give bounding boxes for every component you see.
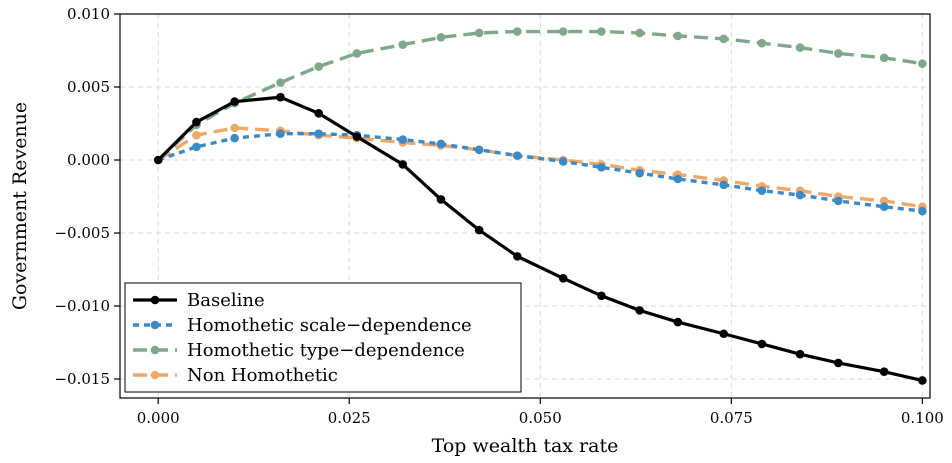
- data-point: [230, 97, 239, 106]
- series-line-homothetic-type-dependence: [157, 29, 923, 162]
- data-point: [558, 27, 568, 36]
- data-point: [192, 130, 201, 140]
- data-point: [719, 329, 728, 339]
- data-point: [153, 155, 163, 165]
- data-point: [192, 117, 201, 127]
- data-point: [879, 367, 889, 377]
- data-point: [474, 28, 484, 38]
- data-point: [673, 174, 683, 184]
- data-point: [834, 358, 843, 368]
- data-point: [795, 190, 805, 200]
- data-point: [673, 317, 683, 327]
- legend-marker-homothetic-type-dependence: [150, 345, 160, 355]
- data-point: [513, 252, 522, 261]
- legend-marker-baseline: [150, 295, 160, 305]
- series-line-baseline: [157, 95, 923, 383]
- legend-entry-non-homothetic: Non Homothetic: [133, 365, 338, 386]
- legend-label-non-homothetic: Non Homothetic: [187, 365, 338, 386]
- y-tick-label: 0.005: [67, 78, 110, 96]
- plot-frame: [119, 13, 931, 399]
- series-baseline: [153, 92, 927, 385]
- data-point: [398, 40, 408, 49]
- legend-marker-homothetic-scale-dependence: [150, 320, 160, 330]
- legend-label-homothetic-type-dependence: Homothetic type−dependence: [187, 340, 465, 361]
- axis-ticks: 0.000 0.025 0.050 0.075 0.100 −0.015 −0.010 −0.…: [54, 5, 943, 427]
- x-tick-label: 0.100: [901, 409, 944, 427]
- data-point: [673, 31, 683, 41]
- x-tick-label: 0.000: [137, 409, 180, 427]
- legend-entry-homothetic-type-dependence: Homothetic type−dependence: [133, 340, 465, 361]
- y-tick-label: −0.015: [54, 370, 110, 388]
- legend-marker-non-homothetic: [150, 370, 160, 380]
- data-point: [314, 129, 323, 139]
- data-point: [757, 339, 767, 349]
- y-axis-title: Government Revenue: [9, 102, 31, 310]
- data-point: [719, 34, 728, 44]
- legend-entry-homothetic-scale-dependence: Homothetic scale−dependence: [133, 315, 472, 336]
- data-point: [719, 180, 728, 190]
- data-point: [474, 225, 484, 235]
- legend-box: [124, 282, 522, 393]
- data-point: [230, 133, 239, 143]
- data-point: [757, 186, 767, 195]
- data-point: [635, 28, 644, 38]
- data-point: [276, 92, 285, 102]
- data-point: [474, 145, 484, 155]
- data-point: [635, 168, 644, 178]
- y-tick-label: 0.000: [67, 151, 110, 169]
- data-point: [795, 349, 805, 359]
- legend-label-homothetic-scale-dependence: Homothetic scale−dependence: [187, 315, 472, 336]
- data-point: [834, 196, 843, 206]
- data-point: [879, 53, 889, 63]
- data-point: [398, 135, 408, 144]
- data-point: [597, 291, 606, 301]
- data-point: [597, 163, 606, 172]
- data-point: [918, 376, 927, 385]
- y-tick-label: −0.005: [54, 224, 110, 242]
- data-point: [352, 132, 362, 141]
- data-point: [192, 142, 201, 152]
- data-point: [436, 33, 446, 42]
- data-point: [352, 49, 362, 58]
- y-tick-label: −0.010: [54, 297, 110, 315]
- data-point: [795, 43, 805, 52]
- data-point: [230, 123, 239, 133]
- data-point: [558, 273, 568, 283]
- legend-entry-baseline: Baseline: [133, 290, 265, 311]
- legend-label-baseline: Baseline: [187, 290, 265, 311]
- data-point: [314, 62, 323, 71]
- legend: Baseline Homothetic scale−dependence Hom…: [124, 282, 522, 393]
- data-point: [436, 195, 446, 204]
- data-point: [436, 139, 446, 149]
- series-lines: [153, 27, 927, 385]
- data-point: [918, 59, 927, 68]
- data-point: [398, 160, 408, 169]
- data-point: [314, 108, 323, 118]
- data-point: [635, 306, 644, 315]
- data-point: [918, 206, 927, 216]
- data-point: [513, 27, 522, 36]
- series-line-homothetic-scale-dependence: [157, 132, 923, 213]
- data-point: [558, 157, 568, 166]
- data-point: [276, 78, 285, 87]
- x-tick-label: 0.050: [519, 409, 562, 427]
- data-point: [834, 49, 843, 58]
- data-point: [513, 151, 522, 160]
- data-point: [879, 202, 889, 212]
- y-tick-label: 0.010: [67, 5, 110, 23]
- x-tick-label: 0.025: [328, 409, 371, 427]
- data-point: [757, 38, 767, 48]
- x-axis-title: Top wealth tax rate: [432, 435, 619, 457]
- data-point: [276, 129, 285, 139]
- x-tick-label: 0.075: [710, 409, 753, 427]
- data-point: [597, 27, 606, 36]
